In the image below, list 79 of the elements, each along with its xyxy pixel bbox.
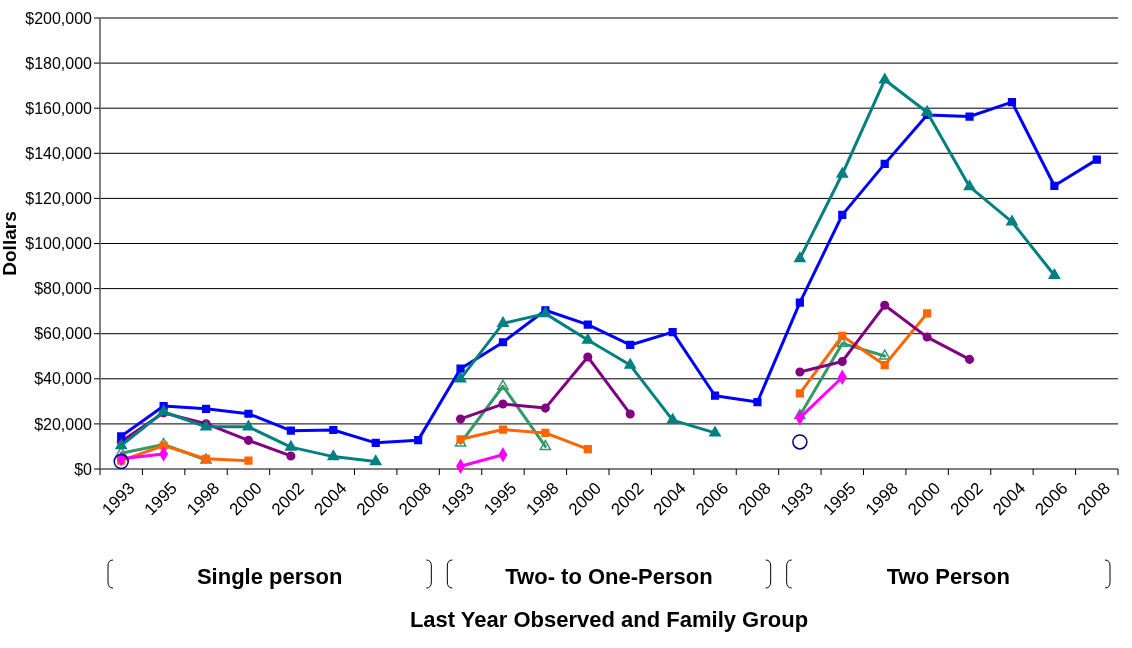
point <box>753 397 762 407</box>
y-tick-label: $80,000 <box>34 280 93 298</box>
point <box>1092 155 1101 164</box>
point <box>921 105 933 116</box>
point <box>454 372 467 383</box>
point <box>583 320 592 329</box>
point <box>626 340 635 350</box>
point <box>498 338 508 347</box>
y-tick-label: $40,000 <box>34 370 93 388</box>
point <box>625 409 635 419</box>
point <box>539 439 552 451</box>
point <box>795 367 805 377</box>
point <box>792 434 808 450</box>
point <box>201 404 211 413</box>
point <box>838 210 847 219</box>
point <box>498 425 508 434</box>
point <box>329 425 338 435</box>
point <box>838 331 847 341</box>
point <box>1048 268 1061 279</box>
point <box>541 428 550 438</box>
point <box>371 438 380 447</box>
point <box>498 399 508 409</box>
point <box>581 333 594 344</box>
text: Two- to One-Person <box>505 564 713 589</box>
text: Two Person <box>886 564 1010 589</box>
point <box>497 379 509 390</box>
point <box>285 440 297 451</box>
y-tick-label: $20,000 <box>34 415 93 433</box>
point <box>878 73 891 84</box>
y-tick-label: $0 <box>74 460 93 478</box>
y-tick-label: $180,000 <box>25 54 93 72</box>
point <box>1007 98 1017 107</box>
point <box>456 414 466 424</box>
point <box>794 408 806 420</box>
point <box>286 426 295 435</box>
y-tick-label: $100,000 <box>25 235 93 253</box>
point <box>880 360 889 370</box>
point <box>497 316 509 328</box>
point <box>922 332 932 342</box>
point <box>795 389 804 398</box>
point <box>710 391 720 400</box>
point <box>965 354 975 364</box>
point <box>244 456 253 465</box>
point <box>1006 215 1018 226</box>
y-axis-title: Dollars <box>0 211 20 276</box>
text: Single person <box>196 564 343 589</box>
y-tick-label: $120,000 <box>25 190 93 207</box>
point <box>583 445 592 454</box>
point <box>923 309 932 318</box>
point <box>244 409 253 418</box>
point <box>836 167 849 178</box>
point <box>624 358 637 369</box>
point <box>414 436 423 445</box>
point <box>878 349 891 360</box>
point <box>242 420 255 431</box>
point <box>286 451 296 461</box>
point <box>583 352 593 362</box>
point <box>369 454 382 466</box>
point <box>794 251 806 263</box>
point <box>880 300 890 310</box>
point <box>880 159 889 168</box>
point <box>540 403 550 413</box>
point <box>837 356 847 366</box>
point <box>965 112 974 121</box>
x-axis-title: Last Year Observed and Family Group <box>409 607 809 632</box>
point <box>709 426 721 437</box>
point <box>243 435 253 445</box>
point <box>795 298 804 307</box>
point <box>963 180 976 191</box>
point <box>668 328 677 337</box>
y-tick-label: $160,000 <box>25 99 93 117</box>
point <box>327 449 340 461</box>
point <box>666 413 679 424</box>
y-tick-label: $60,000 <box>34 325 93 343</box>
y-tick-label: $200,000 <box>25 9 93 27</box>
y-tick-label: $140,000 <box>25 144 93 162</box>
point <box>456 364 465 373</box>
point <box>1050 181 1059 190</box>
point <box>117 432 126 441</box>
